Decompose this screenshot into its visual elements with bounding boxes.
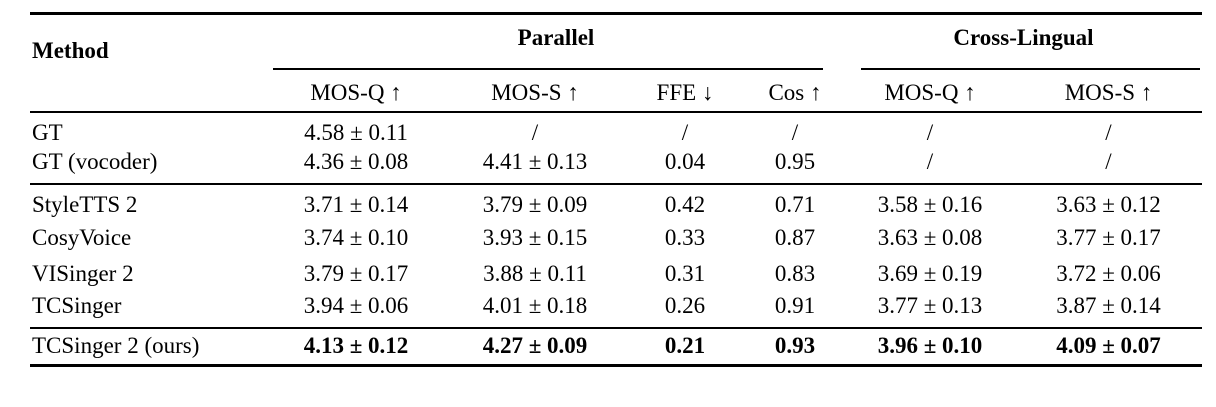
value-cell-parallel-ffe: 0.33 bbox=[664, 225, 706, 250]
table-row-visinger2: VISinger 2 3.79 ± 0.17 3.88 ± 0.11 0.31 … bbox=[30, 256, 1202, 292]
value-cell-parallel-mos-s: 4.27 ± 0.09 bbox=[482, 332, 588, 358]
value-cell-parallel-mos-s: 4.01 ± 0.18 bbox=[482, 293, 588, 318]
group-header-parallel: Parallel bbox=[267, 14, 845, 70]
results-table: Method Parallel Cross-Lingual MOS-Q ↑ MO… bbox=[30, 12, 1202, 367]
column-header-crosslingual-mos-s: MOS-S ↑ bbox=[1064, 79, 1153, 105]
method-cell: VISinger 2 bbox=[32, 261, 134, 286]
table-row-styletts2: StyleTTS 2 3.71 ± 0.14 3.79 ± 0.09 0.42 … bbox=[30, 184, 1202, 220]
value-cell-crosslingual-mos-s: 4.09 ± 0.07 bbox=[1056, 332, 1161, 358]
value-cell-parallel-cos: 0.95 bbox=[774, 149, 816, 174]
value-cell-crosslingual-mos-q: 3.69 ± 0.19 bbox=[877, 261, 983, 286]
method-cell: GT bbox=[32, 120, 63, 145]
value-cell-parallel-mos-q: 3.71 ± 0.14 bbox=[303, 192, 409, 217]
value-cell-parallel-ffe: / bbox=[681, 120, 689, 145]
table-row-tcsinger: TCSinger 3.94 ± 0.06 4.01 ± 0.18 0.26 0.… bbox=[30, 292, 1202, 328]
section-ours: TCSinger 2 (ours) 4.13 ± 0.12 4.27 ± 0.0… bbox=[30, 328, 1202, 366]
value-cell-crosslingual-mos-s: / bbox=[1105, 149, 1112, 174]
group-header-row: Method Parallel Cross-Lingual bbox=[30, 14, 1202, 70]
value-cell-parallel-ffe: 0.42 bbox=[664, 192, 706, 217]
value-cell-crosslingual-mos-q: 3.63 ± 0.08 bbox=[877, 225, 983, 250]
section-baselines: StyleTTS 2 3.71 ± 0.14 3.79 ± 0.09 0.42 … bbox=[30, 184, 1202, 328]
value-cell-parallel-cos: 0.93 bbox=[774, 332, 816, 358]
value-cell-parallel-mos-q: 4.13 ± 0.12 bbox=[303, 332, 409, 358]
section-ground-truth: GT 4.58 ± 0.11 / / / / / GT (vocoder) 4.… bbox=[30, 112, 1202, 184]
value-cell-parallel-mos-s: 3.79 ± 0.09 bbox=[482, 192, 588, 217]
method-column-header: Method bbox=[32, 38, 109, 63]
value-cell-parallel-mos-s: / bbox=[531, 120, 539, 145]
value-cell-parallel-cos: 0.87 bbox=[774, 225, 816, 250]
value-cell-parallel-ffe: 0.04 bbox=[664, 149, 706, 174]
table-row-tcsinger2-ours: TCSinger 2 (ours) 4.13 ± 0.12 4.27 ± 0.0… bbox=[30, 328, 1202, 366]
value-cell-crosslingual-mos-q: 3.77 ± 0.13 bbox=[877, 293, 983, 318]
value-cell-crosslingual-mos-q: / bbox=[926, 149, 934, 174]
value-cell-parallel-ffe: 0.31 bbox=[664, 261, 706, 286]
table-row-gt: GT 4.58 ± 0.11 / / / / / bbox=[30, 112, 1202, 148]
column-header-crosslingual-mos-q: MOS-Q ↑ bbox=[884, 79, 976, 105]
value-cell-crosslingual-mos-q: / bbox=[926, 120, 934, 145]
table-header: Method Parallel Cross-Lingual MOS-Q ↑ MO… bbox=[30, 14, 1202, 112]
value-cell-parallel-mos-q: 4.36 ± 0.08 bbox=[303, 149, 409, 174]
method-cell: GT (vocoder) bbox=[32, 149, 158, 174]
method-cell: TCSinger 2 (ours) bbox=[32, 332, 200, 358]
value-cell-parallel-mos-s: 3.93 ± 0.15 bbox=[482, 225, 588, 250]
method-cell: CosyVoice bbox=[32, 225, 132, 250]
group-header-cross-lingual: Cross-Lingual bbox=[845, 14, 1202, 70]
column-header-parallel-mos-s: MOS-S ↑ bbox=[491, 79, 579, 105]
value-cell-crosslingual-mos-s: 3.63 ± 0.12 bbox=[1056, 192, 1161, 217]
value-cell-parallel-mos-q: 3.74 ± 0.10 bbox=[303, 225, 409, 250]
column-header-parallel-ffe: FFE ↓ bbox=[656, 79, 714, 105]
value-cell-parallel-mos-q: 4.58 ± 0.11 bbox=[304, 120, 408, 145]
value-cell-crosslingual-mos-q: 3.96 ± 0.10 bbox=[877, 332, 983, 358]
value-cell-parallel-mos-s: 4.41 ± 0.13 bbox=[482, 149, 588, 174]
value-cell-crosslingual-mos-q: 3.58 ± 0.16 bbox=[877, 192, 983, 217]
column-header-parallel-cos: Cos ↑ bbox=[768, 79, 822, 105]
value-cell-crosslingual-mos-s: 3.87 ± 0.14 bbox=[1056, 293, 1161, 318]
table-row-gt-vocoder: GT (vocoder) 4.36 ± 0.08 4.41 ± 0.13 0.0… bbox=[30, 148, 1202, 184]
column-header-parallel-mos-q: MOS-Q ↑ bbox=[310, 79, 402, 105]
value-cell-parallel-ffe: 0.26 bbox=[664, 293, 706, 318]
value-cell-crosslingual-mos-s: 3.77 ± 0.17 bbox=[1056, 225, 1161, 250]
value-cell-parallel-cos: 0.83 bbox=[774, 261, 816, 286]
method-cell: TCSinger bbox=[32, 293, 122, 318]
value-cell-crosslingual-mos-s: 3.72 ± 0.06 bbox=[1056, 261, 1161, 286]
table-row-cosyvoice: CosyVoice 3.74 ± 0.10 3.93 ± 0.15 0.33 0… bbox=[30, 220, 1202, 256]
value-cell-parallel-mos-q: 3.79 ± 0.17 bbox=[303, 261, 409, 286]
value-cell-parallel-cos: 0.71 bbox=[774, 192, 816, 217]
value-cell-parallel-mos-q: 3.94 ± 0.06 bbox=[303, 293, 409, 318]
value-cell-parallel-cos: 0.91 bbox=[774, 293, 816, 318]
value-cell-parallel-cos: / bbox=[791, 120, 799, 145]
value-cell-parallel-mos-s: 3.88 ± 0.11 bbox=[483, 261, 587, 286]
sub-header-row: MOS-Q ↑ MOS-S ↑ FFE ↓ Cos ↑ MOS-Q ↑ MOS-… bbox=[30, 70, 1202, 112]
value-cell-parallel-ffe: 0.21 bbox=[664, 332, 706, 358]
method-cell: StyleTTS 2 bbox=[32, 192, 138, 217]
value-cell-crosslingual-mos-s: / bbox=[1105, 120, 1112, 145]
